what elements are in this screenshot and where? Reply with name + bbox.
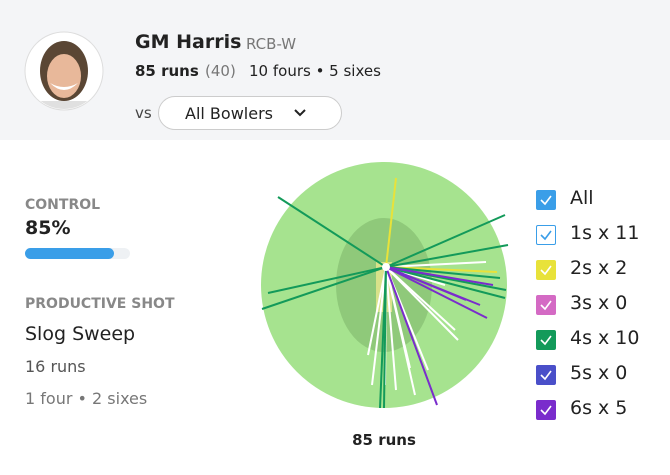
shot-boundaries: 1 four • 2 sixes [25, 389, 148, 408]
checkbox[interactable] [536, 295, 556, 315]
control-fill [25, 248, 114, 259]
legend-label: 3s x 0 [570, 292, 628, 314]
player-header: GM Harris RCB-W 85 runs (40) 10 fours • … [0, 0, 670, 140]
checkbox[interactable] [536, 400, 556, 420]
checkbox[interactable] [536, 330, 556, 350]
dropdown-text: All Bowlers [185, 104, 273, 123]
boundaries: 10 fours • 5 sixes [249, 62, 381, 80]
bowler-dropdown[interactable]: All Bowlers [158, 96, 342, 130]
checkbox[interactable] [536, 190, 556, 210]
legend-label: 4s x 10 [570, 327, 640, 349]
control-label: CONTROL [25, 197, 101, 213]
control-value: 85% [25, 217, 71, 239]
avatar [24, 31, 104, 111]
shot-lines [261, 177, 509, 409]
control-bar [25, 248, 130, 259]
checkbox[interactable] [536, 225, 556, 245]
legend-label: 6s x 5 [570, 397, 628, 419]
legend-label: All [570, 187, 594, 209]
player-name: GM Harris [135, 31, 242, 53]
checkbox[interactable] [536, 260, 556, 280]
shot-runs: 16 runs [25, 357, 86, 376]
wagon-wheel: 85 runs [261, 162, 509, 449]
legend-label: 1s x 11 [570, 222, 640, 244]
balls: (40) [205, 62, 236, 80]
shot-name: Slog Sweep [25, 323, 136, 345]
legend-label: 2s x 2 [570, 257, 628, 279]
chevron [294, 109, 306, 117]
team: RCB-W [246, 35, 297, 53]
checkbox[interactable] [536, 365, 556, 385]
runs: 85 runs [135, 62, 199, 80]
shot-label: PRODUCTIVE SHOT [25, 296, 175, 312]
total-runs: 85 runs [352, 431, 416, 449]
vs-label: vs [135, 104, 152, 122]
legend-label: 5s x 0 [570, 362, 628, 384]
batter [382, 263, 390, 271]
